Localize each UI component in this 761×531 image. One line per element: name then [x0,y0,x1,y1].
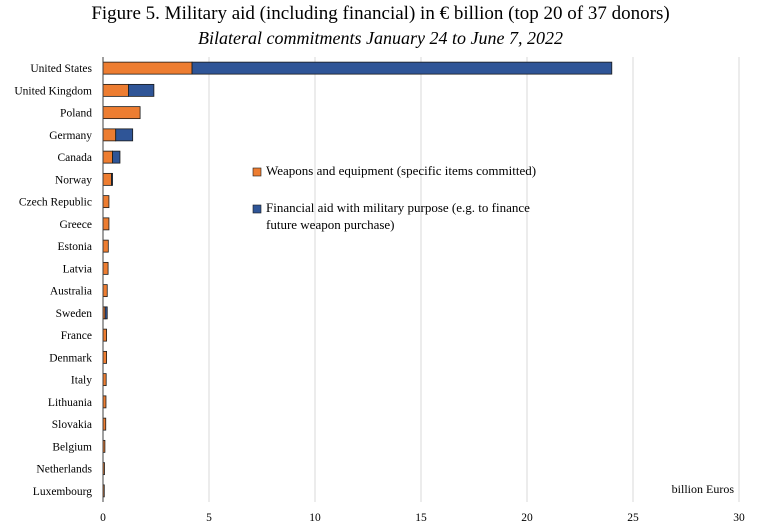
legend-label: Financial aid with military purpose (e.g… [266,200,530,215]
category-label: Poland [60,108,92,120]
bar-weapons [102,172,112,186]
bar-weapons [102,150,113,164]
bar-weapons [102,261,109,275]
legend: Weapons and equipment (specific items co… [252,163,536,232]
category-label: Estonia [58,241,93,253]
category-label: France [61,330,92,342]
category-label: Canada [58,152,92,164]
bar-weapons [102,128,117,142]
category-label: United States [30,63,92,75]
category-label: Lithuania [48,397,92,409]
x-axis-ticks: 0 5 10 15 20 25 30 [100,512,745,524]
category-label: Belgium [52,441,92,453]
category-label: Netherlands [36,464,92,476]
x-tick-label: 25 [627,512,639,524]
category-label: Australia [50,286,92,298]
bar-weapons [102,83,129,97]
category-label: Greece [59,219,92,231]
legend-swatch-weapons [252,167,262,177]
bar-weapons [102,328,108,342]
chart-subtitle: Bilateral commitments January 24 to June… [198,28,563,48]
x-tick-label: 30 [733,512,745,524]
chart-title: Figure 5. Military aid (including financ… [91,3,670,24]
bar-financial [128,83,155,97]
x-tick-label: 10 [309,512,321,524]
legend-label: future weapon purchase) [266,217,395,232]
category-labels: United States United Kingdom Poland Germany… [14,63,92,498]
category-label: Italy [71,375,92,387]
x-tick-label: 20 [521,512,533,524]
category-label: Sweden [56,308,93,320]
bars [102,61,613,498]
category-label: Slovakia [52,419,92,431]
x-tick-label: 0 [100,512,106,524]
category-label: Latvia [63,263,92,275]
bar-financial [112,150,121,164]
category-label: Germany [49,130,92,142]
legend-label: Weapons and equipment (specific items co… [266,163,536,178]
bar-weapons [102,106,141,120]
x-axis-unit-label: billion Euros [672,482,735,496]
category-label: Norway [55,174,92,186]
bar-weapons [102,284,108,298]
x-tick-label: 5 [206,512,212,524]
bar-financial [191,61,613,75]
bar-weapons [102,350,108,364]
category-label: Luxembourg [33,486,92,498]
bar-weapons [102,239,109,253]
bar-weapons [102,217,110,231]
bar-financial [111,172,113,186]
category-label: Czech Republic [19,197,92,209]
bar-weapons [102,195,110,209]
gridlines [208,57,740,502]
bar-financial [115,128,134,142]
bar-financial [104,306,108,320]
legend-swatch-financial [252,204,262,214]
bar-weapons [102,61,193,75]
x-tick-label: 15 [415,512,427,524]
category-label: United Kingdom [14,85,92,97]
category-label: Denmark [49,352,92,364]
